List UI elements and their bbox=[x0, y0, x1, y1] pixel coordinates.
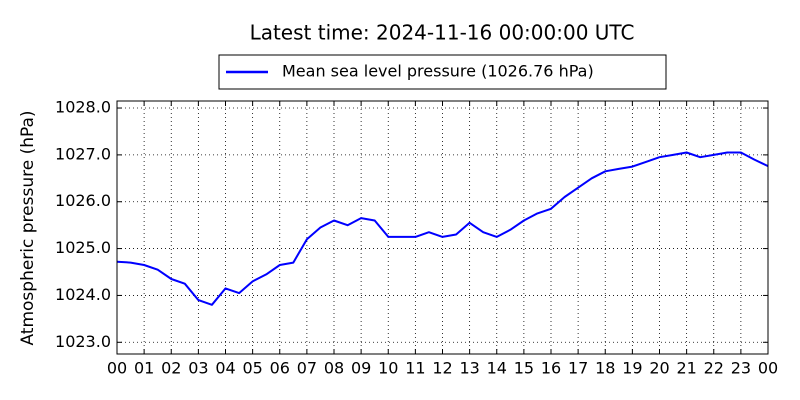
x-tick-label: 07 bbox=[297, 359, 317, 378]
chart-title: Latest time: 2024-11-16 00:00:00 UTC bbox=[250, 21, 635, 45]
x-tick-label: 15 bbox=[514, 359, 534, 378]
x-tick-label: 00 bbox=[758, 359, 778, 378]
x-tick-label: 17 bbox=[568, 359, 588, 378]
x-tick-label: 18 bbox=[595, 359, 615, 378]
x-tick-label: 09 bbox=[351, 359, 371, 378]
x-tick-label: 01 bbox=[134, 359, 154, 378]
x-tick-label: 23 bbox=[731, 359, 751, 378]
y-tick-label: 1025.0 bbox=[55, 238, 111, 257]
x-tick-label: 11 bbox=[405, 359, 425, 378]
legend-label: Mean sea level pressure (1026.76 hPa) bbox=[282, 62, 594, 81]
x-tick-label: 05 bbox=[242, 359, 262, 378]
plot-frame bbox=[116, 100, 769, 355]
x-tick-label: 21 bbox=[676, 359, 696, 378]
x-tick-label: 13 bbox=[459, 359, 479, 378]
y-tick-label: 1023.0 bbox=[55, 332, 111, 351]
y-tick-label: 1027.0 bbox=[55, 144, 111, 163]
y-tick-label: 1026.0 bbox=[55, 191, 111, 210]
x-tick-label: 14 bbox=[487, 359, 507, 378]
x-tick-label: 20 bbox=[649, 359, 669, 378]
x-tick-label: 16 bbox=[541, 359, 561, 378]
x-tick-label: 04 bbox=[215, 359, 235, 378]
x-tick-label: 08 bbox=[324, 359, 344, 378]
x-tick-label: 06 bbox=[270, 359, 290, 378]
y-tick-label: 1028.0 bbox=[55, 98, 111, 117]
x-tick-label: 22 bbox=[704, 359, 724, 378]
x-tick-label: 02 bbox=[161, 359, 181, 378]
legend-box bbox=[218, 54, 667, 90]
x-tick-label: 03 bbox=[188, 359, 208, 378]
x-tick-label: 10 bbox=[378, 359, 398, 378]
x-tick-label: 00 bbox=[107, 359, 127, 378]
y-axis-label: Atmospheric pressure (hPa) bbox=[18, 110, 38, 345]
x-tick-label: 12 bbox=[432, 359, 452, 378]
data-line bbox=[116, 151, 769, 306]
y-tick-label: 1024.0 bbox=[55, 285, 111, 304]
x-tick-label: 19 bbox=[622, 359, 642, 378]
